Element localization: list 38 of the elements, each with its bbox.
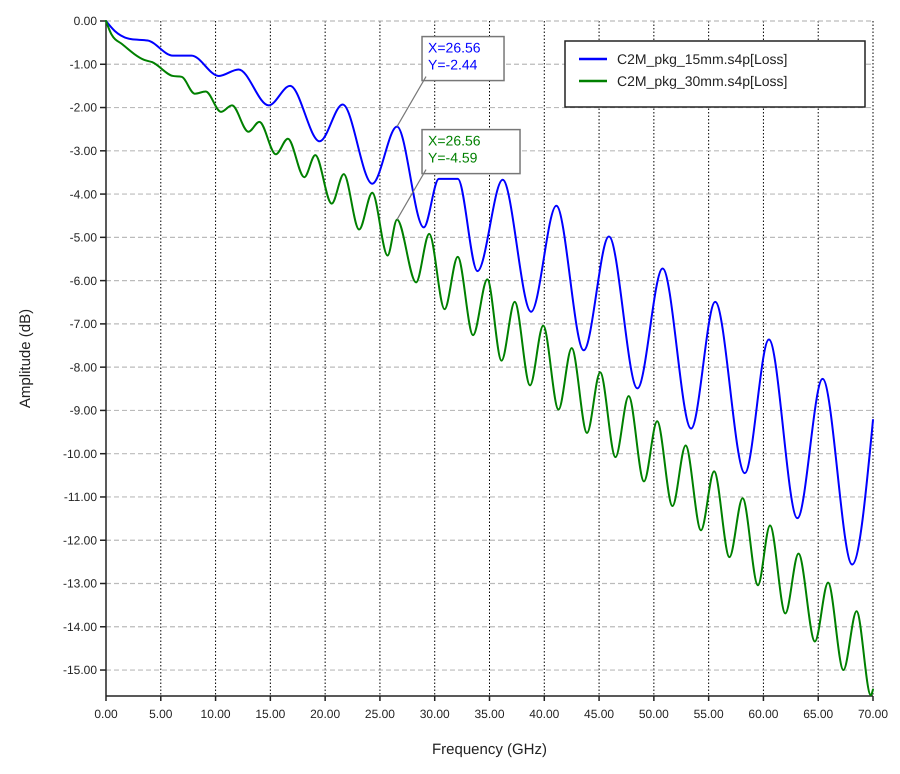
x-axis-title: Frequency (GHz) (432, 741, 548, 758)
y-tick-label: -2.00 (70, 100, 98, 115)
annotation: X=26.56 Y=-2.44 (428, 40, 481, 73)
y-tick-label: -15.00 (62, 663, 98, 678)
y-tick-label: -14.00 (62, 620, 98, 634)
x-tick-label: 70.00 (858, 707, 888, 721)
y-axis-title: Amplitude (dB) (17, 308, 34, 408)
x-tick-label: 25.00 (364, 707, 396, 721)
y-tick-label: -6.00 (70, 274, 98, 288)
x-tick-label: 20.00 (310, 707, 340, 721)
x-tick-label: 5.00 (149, 707, 173, 721)
legend-label: C2M_pkg_15mm.s4p[Loss] (617, 50, 788, 67)
y-tick-label: -13.00 (62, 576, 98, 591)
x-tick-label: 60.00 (748, 707, 779, 721)
x-tick-label: 15.00 (255, 707, 286, 721)
line-series (105, 20, 874, 566)
x-tick-label: 50.00 (638, 707, 670, 721)
legend-label: C2M_pkg_30mm.s4p[Loss] (617, 72, 788, 89)
x-tick-label: 65.00 (803, 707, 834, 721)
x-tick-label: 0.00 (94, 707, 118, 721)
y-tick-label: -9.00 (70, 404, 98, 418)
y-tick-label: -7.00 (70, 317, 98, 332)
x-tick-label: 55.00 (694, 707, 724, 721)
y-tick-label: -5.00 (70, 230, 98, 245)
y-tick-label: -11.00 (64, 490, 98, 504)
y-tick-label: -4.00 (70, 187, 98, 202)
y-tick-label: -12.00 (62, 533, 98, 548)
x-tick-label: 40.00 (529, 707, 560, 721)
y-tick-label: -1.00 (70, 57, 98, 72)
y-tick-label: -10.00 (62, 446, 98, 461)
y-tick-label: 0.00 (74, 14, 98, 28)
x-tick-label: 45.00 (584, 707, 614, 721)
x-tick-label: 10.00 (200, 707, 231, 721)
x-tick-label: 35.00 (474, 707, 505, 721)
x-tick-label: 30.00 (420, 707, 450, 721)
annotation: X=26.56 Y=-4.59 (428, 132, 481, 166)
y-tick-label: -8.00 (70, 360, 98, 374)
y-tick-label: -3.00 (70, 144, 98, 158)
